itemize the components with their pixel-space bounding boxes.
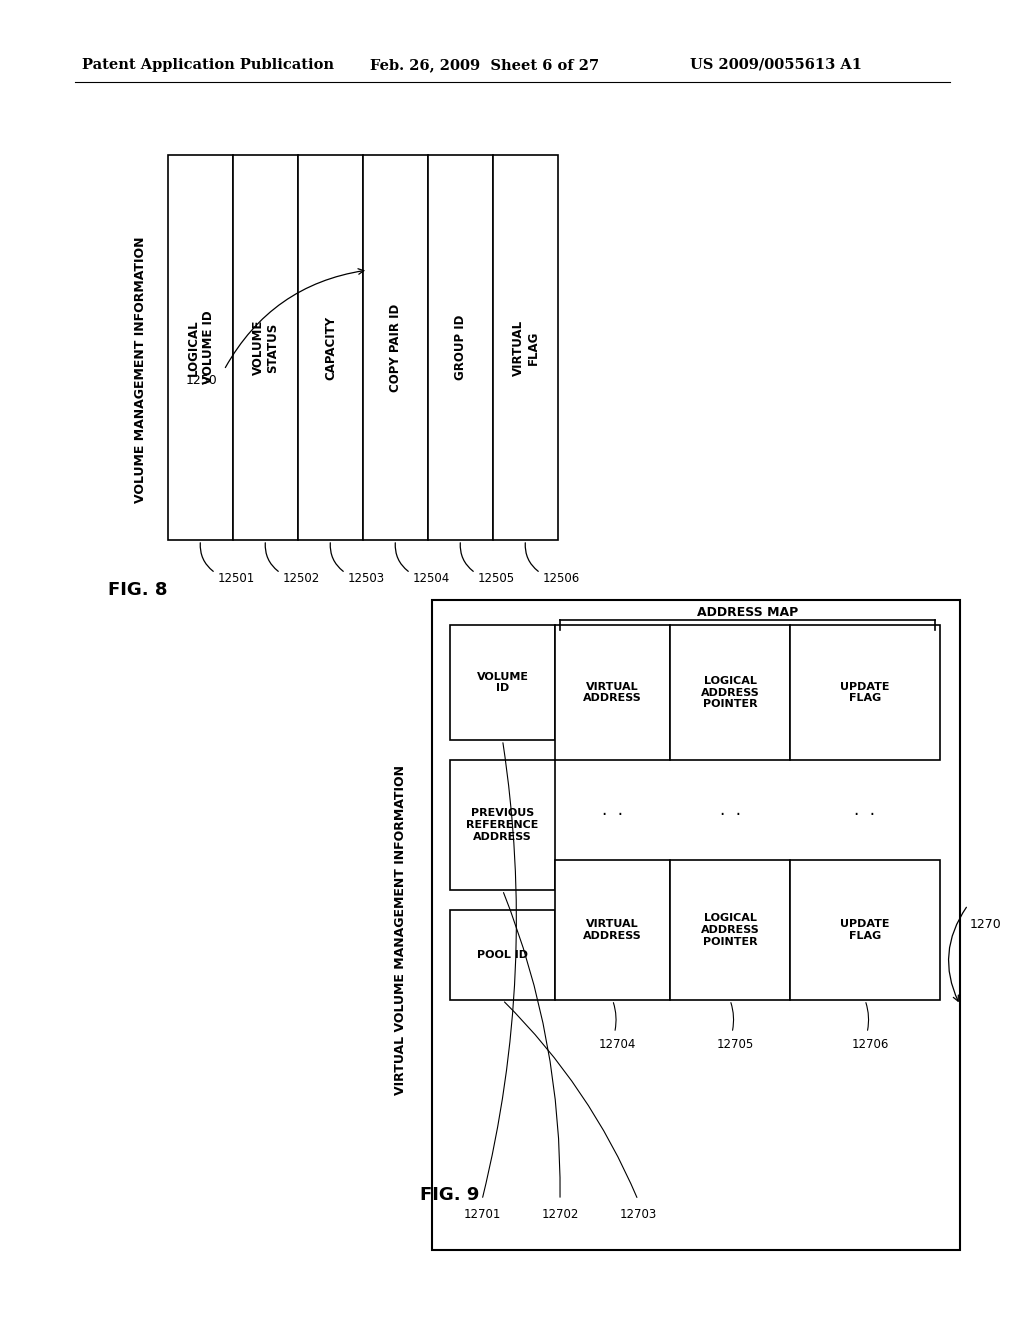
Bar [298,154,362,540]
Text: .  .: . . [720,801,740,818]
Bar [555,624,670,760]
Text: 12503: 12503 [347,572,385,585]
Text: GROUP ID: GROUP ID [454,314,467,380]
Text: 12703: 12703 [620,1209,656,1221]
Text: VIRTUAL
FLAG: VIRTUAL FLAG [512,319,540,376]
Text: VIRTUAL VOLUME MANAGEMENT INFORMATION: VIRTUAL VOLUME MANAGEMENT INFORMATION [393,766,407,1096]
Text: VIRTUAL
ADDRESS: VIRTUAL ADDRESS [583,681,642,704]
Text: COPY PAIR ID: COPY PAIR ID [389,304,402,392]
Text: LOGICAL
VOLUME ID: LOGICAL VOLUME ID [186,310,214,384]
Text: 12504: 12504 [413,572,450,585]
Text: VIRTUAL
ADDRESS: VIRTUAL ADDRESS [583,919,642,941]
Text: FIG. 9: FIG. 9 [420,1185,479,1204]
Text: 12705: 12705 [717,1039,754,1052]
Text: 12701: 12701 [463,1209,501,1221]
Text: 1250: 1250 [185,374,217,387]
Text: VOLUME
STATUS: VOLUME STATUS [252,319,280,375]
Text: POOL ID: POOL ID [477,950,528,960]
Bar [233,154,298,540]
Text: 12505: 12505 [477,572,515,585]
Text: 12501: 12501 [217,572,255,585]
Text: UPDATE
FLAG: UPDATE FLAG [841,681,890,704]
Text: 12506: 12506 [543,572,580,585]
Text: .  .: . . [602,801,623,818]
Text: UPDATE
FLAG: UPDATE FLAG [841,919,890,941]
Text: VOLUME
ID: VOLUME ID [476,672,528,693]
Text: CAPACITY: CAPACITY [324,315,337,380]
Bar [450,909,555,1001]
Text: 1270: 1270 [970,919,1001,932]
Text: ADDRESS MAP: ADDRESS MAP [697,606,798,619]
Text: Patent Application Publication: Patent Application Publication [82,58,334,73]
Text: 12502: 12502 [283,572,319,585]
Bar [428,154,493,540]
Text: US 2009/0055613 A1: US 2009/0055613 A1 [690,58,862,73]
Bar [790,861,940,1001]
Text: 12706: 12706 [851,1039,889,1052]
Text: FIG. 8: FIG. 8 [108,581,168,599]
Text: LOGICAL
ADDRESS
POINTER: LOGICAL ADDRESS POINTER [700,676,760,709]
Bar [450,760,555,890]
Bar [362,154,428,540]
Bar [450,624,555,741]
Text: PREVIOUS
REFERENCE
ADDRESS: PREVIOUS REFERENCE ADDRESS [466,808,539,842]
Bar [493,154,558,540]
Text: .  .: . . [854,801,876,818]
Bar [670,624,790,760]
Text: 12704: 12704 [599,1039,636,1052]
Bar [168,154,233,540]
Bar [432,601,961,1250]
Bar [555,861,670,1001]
Text: VOLUME MANAGEMENT INFORMATION: VOLUME MANAGEMENT INFORMATION [133,236,146,503]
Text: Feb. 26, 2009  Sheet 6 of 27: Feb. 26, 2009 Sheet 6 of 27 [370,58,599,73]
Bar [790,624,940,760]
Text: 12702: 12702 [542,1209,579,1221]
Text: LOGICAL
ADDRESS
POINTER: LOGICAL ADDRESS POINTER [700,913,760,946]
Bar [670,861,790,1001]
